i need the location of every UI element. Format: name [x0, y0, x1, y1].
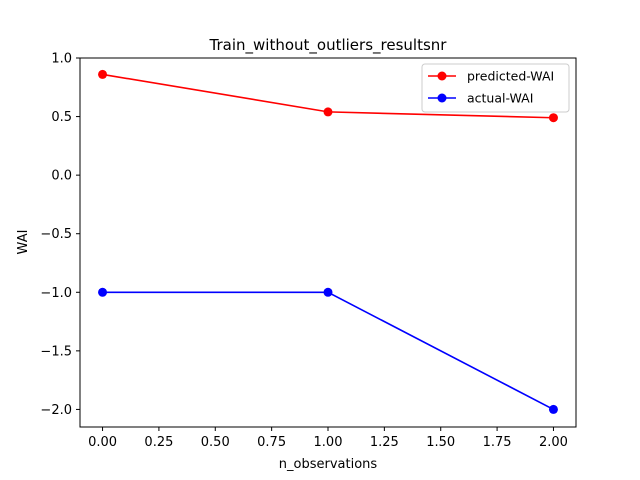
y-tick-label: −2.0	[40, 403, 72, 418]
y-tick-label: −0.5	[40, 227, 72, 242]
x-tick-label: 1.25	[370, 435, 399, 450]
legend-entry: predicted-WAI	[467, 69, 554, 84]
x-axis-label: n_observations	[279, 457, 378, 472]
x-tick-label: 1.50	[426, 435, 455, 450]
legend-entry: actual-WAI	[467, 91, 533, 106]
data-point	[323, 107, 333, 117]
legend-box	[421, 63, 570, 113]
data-point	[323, 287, 333, 297]
y-tick-label: 0.0	[51, 169, 72, 184]
x-tick-label: 1.75	[483, 435, 512, 450]
y-tick-label: −1.5	[40, 344, 72, 359]
data-point	[98, 69, 108, 79]
y-tick-label: 0.5	[51, 110, 72, 125]
y-axis-label: WAI	[16, 230, 31, 255]
data-point	[548, 113, 558, 123]
x-tick-label: 0.00	[88, 435, 117, 450]
x-tick-label: 0.75	[257, 435, 286, 450]
x-axis: 0.00 0.25 0.50 0.75 1.00 1.25 1.50 1.75 2.00	[88, 427, 568, 450]
chart-title: Train_without_outliers_resultsnr	[209, 36, 448, 55]
data-point	[98, 287, 108, 297]
x-tick-label: 1.00	[314, 435, 343, 450]
series-line-1	[102, 291, 554, 411]
legend-marker	[437, 71, 447, 81]
y-tick-label: −1.0	[40, 286, 72, 301]
y-axis: 1.0 0.5 0.0 −0.5 −1.0 −1.5 −2.0	[40, 52, 80, 418]
y-tick-label: 1.0	[51, 52, 72, 67]
x-tick-label: 0.50	[201, 435, 230, 450]
x-tick-label: 2.00	[539, 435, 568, 450]
data-point	[548, 404, 558, 414]
x-tick-label: 0.25	[144, 435, 173, 450]
series-layer	[98, 69, 558, 414]
legend: predicted-WAI actual-WAI	[421, 63, 570, 113]
legend-marker	[437, 93, 447, 103]
